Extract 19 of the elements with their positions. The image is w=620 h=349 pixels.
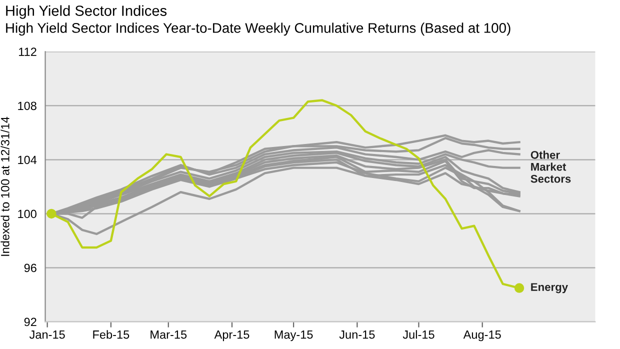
y-tick-label: 100 [18,210,36,218]
x-tick-label: Jan-15 [29,330,65,339]
x-tick-label: May-15 [274,330,313,342]
y-tick-label: 104 [18,156,37,164]
series-label: Other Market Sectors [530,150,571,183]
x-tick-label: Apr-15 [214,330,250,342]
y-axis-title: Indexed to 100 at 12/31/14 [0,116,10,256]
x-tick-label: Jul-15 [402,330,434,339]
x-tick-label: Feb-15 [93,330,130,339]
chart-subtitle: High Yield Sector Indices Year-to-Date Weekly Cumulative Returns (Based at 100) [6,22,510,36]
x-tick-label: Mar-15 [150,330,187,339]
y-tick-label: 108 [18,102,36,110]
y-tick-label: 92 [24,318,36,326]
x-tick-label: Jun-15 [339,330,375,339]
x-tick-label: Aug-15 [463,330,501,342]
series-label: Energy [531,283,568,294]
y-tick-label: 96 [24,264,36,272]
y-tick-label: 112 [19,48,36,56]
chart-title: High Yield Sector Indices [6,5,167,19]
